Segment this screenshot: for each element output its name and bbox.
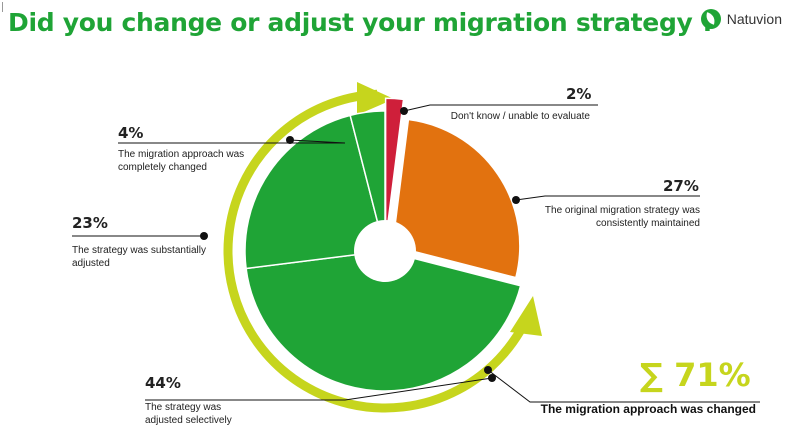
leader-line-maintained (515, 195, 700, 201)
changed-arrow-arc (223, 89, 536, 413)
leader-line-completely-changed (118, 139, 346, 144)
summary-leader-dot (484, 366, 492, 374)
value-label-substantially-adjusted: 23% (72, 214, 108, 232)
arrow-head-top (357, 82, 394, 115)
logo-text: Natuvion (726, 11, 782, 27)
summary-leader-line (487, 369, 760, 403)
label-maintained: The original migration strategy was cons… (544, 205, 700, 229)
slice-substantially-adjusted (244, 114, 386, 270)
edge-mark (2, 2, 3, 12)
value-label-adjusted-selectively: 44% (145, 374, 181, 392)
label-adjusted-selectively: The strategy was adjusted selectively (145, 402, 232, 426)
slice-maintained (391, 118, 521, 279)
leader-line-dont-know (403, 104, 598, 112)
value-label-completely-changed: 4% (118, 124, 144, 142)
summary-label: The migration approach was changed (540, 402, 756, 416)
logo: Natuvion (700, 9, 782, 29)
arrow-head-right (510, 296, 542, 336)
value-label-dont-know: 2% (566, 85, 592, 103)
value-label-maintained: 27% (663, 177, 699, 195)
page-title: Did you change or adjust your migration … (8, 8, 716, 37)
label-completely-changed: The migration approach was completely ch… (118, 149, 245, 173)
leader-line-adjusted-selectively (145, 377, 493, 401)
label-substantially-adjusted: The strategy was substantially adjusted (72, 245, 206, 269)
leaf-icon (700, 9, 721, 29)
slice-dont-know (384, 97, 405, 242)
label-dont-know: Don't know / unable to evaluate (450, 111, 590, 122)
donut-hole (354, 220, 416, 282)
slice-adjusted-selectively (245, 250, 522, 392)
slice-completely-changed (349, 110, 386, 252)
summary-value: ∑ 71% (640, 356, 751, 394)
